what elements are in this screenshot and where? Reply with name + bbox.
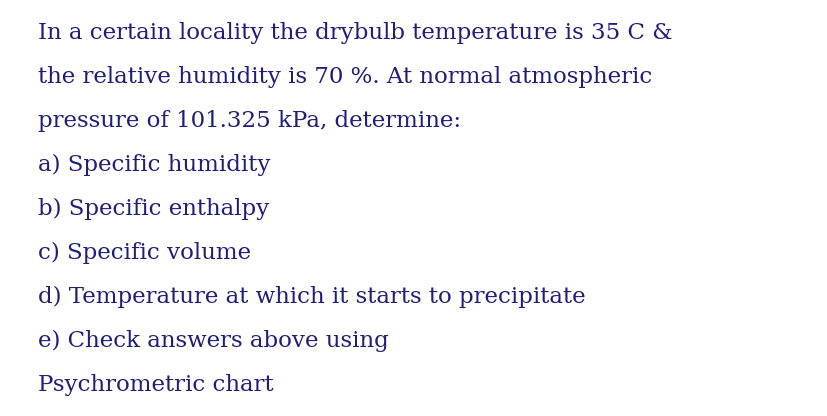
Text: b) Specific enthalpy: b) Specific enthalpy bbox=[38, 198, 269, 220]
Text: d) Temperature at which it starts to precipitate: d) Temperature at which it starts to pre… bbox=[38, 286, 585, 308]
Text: pressure of 101.325 kPa, determine:: pressure of 101.325 kPa, determine: bbox=[38, 110, 461, 132]
Text: a) Specific humidity: a) Specific humidity bbox=[38, 154, 270, 176]
Text: c) Specific volume: c) Specific volume bbox=[38, 242, 251, 264]
Text: Psychrometric chart: Psychrometric chart bbox=[38, 374, 273, 396]
Text: the relative humidity is 70 %. At normal atmospheric: the relative humidity is 70 %. At normal… bbox=[38, 66, 652, 88]
Text: In a certain locality the drybulb temperature is 35 C &: In a certain locality the drybulb temper… bbox=[38, 22, 672, 44]
Text: e) Check answers above using: e) Check answers above using bbox=[38, 330, 389, 352]
